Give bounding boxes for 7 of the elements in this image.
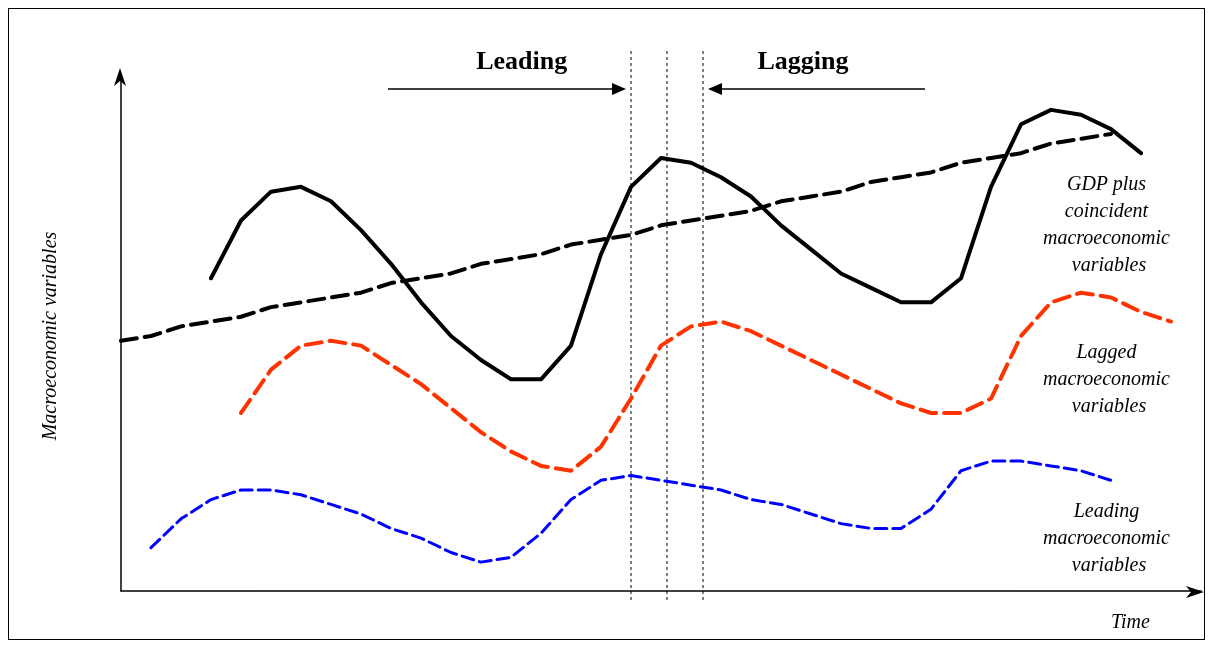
series-label: Leading macroeconomic variables: [1043, 498, 1175, 575]
y-axis-title: Macroeconomic variables: [38, 231, 60, 442]
text: Leading: [476, 45, 568, 75]
x-axis-title: Time: [1111, 610, 1151, 632]
text: Lagging: [757, 45, 849, 75]
series-label: GDP plus coincident macroeconomic variables: [1043, 171, 1175, 275]
series-label: Lagged macroeconomic variables: [1043, 340, 1175, 417]
